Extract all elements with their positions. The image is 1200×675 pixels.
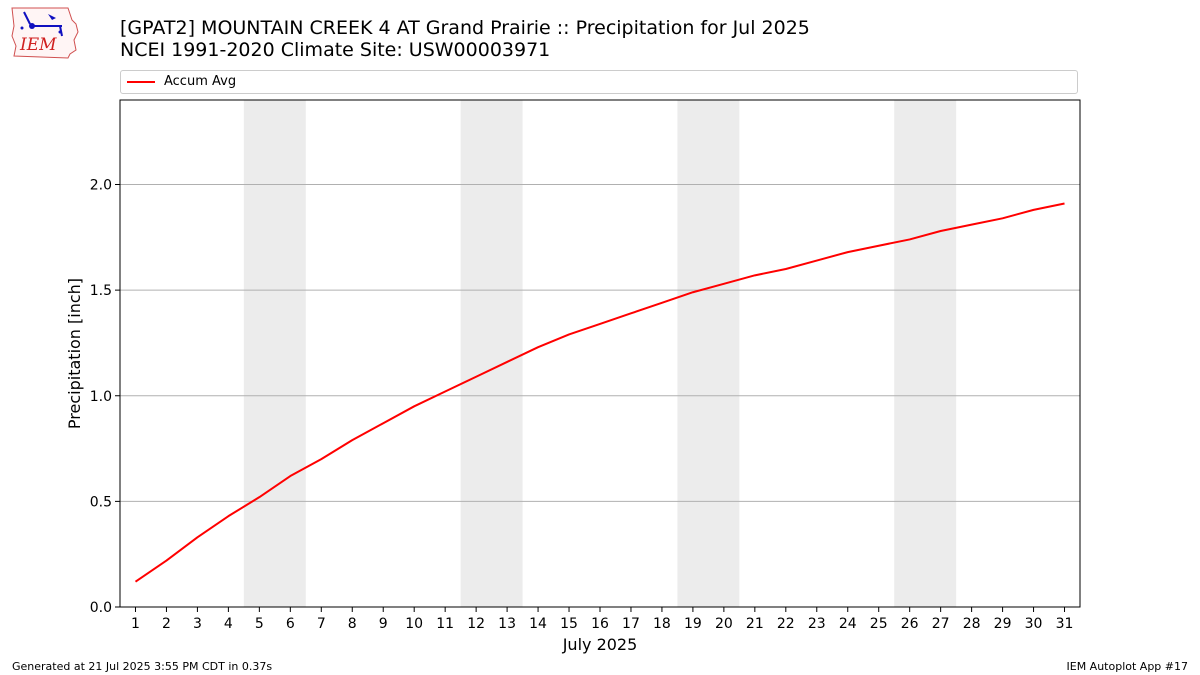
footer-app: IEM Autoplot App #17 [1066,660,1189,673]
y-tick-label: 2.0 [90,178,112,194]
x-tick-label: 25 [870,616,888,632]
iem-logo: IEM [11,7,79,59]
x-tick-label: 27 [932,616,950,632]
legend-swatch [127,81,155,83]
x-tick-label: 28 [963,616,981,632]
y-axis-label: Precipitation [inch] [65,278,84,429]
x-tick-label: 24 [839,616,857,632]
x-tick-label: 29 [994,616,1012,632]
x-tick-label: 7 [317,616,326,632]
y-tick-label: 0.0 [90,600,112,616]
weekend-band [460,100,523,607]
legend: Accum Avg [120,70,1078,94]
x-tick-label: 22 [777,616,795,632]
x-tick-label: 21 [746,616,764,632]
y-tick-label: 1.0 [90,389,112,405]
x-tick-label: 31 [1056,616,1074,632]
x-tick-label: 14 [529,616,547,632]
logo-text: IEM [19,35,57,55]
x-axis-label: July 2025 [562,635,638,654]
x-tick-label: 8 [348,616,357,632]
x-tick-label: 12 [467,616,485,632]
x-tick-label: 10 [405,616,423,632]
x-tick-label: 15 [560,616,578,632]
y-tick-label: 1.5 [90,283,112,299]
weekend-band [243,100,306,607]
y-tick-label: 0.5 [90,494,112,510]
x-tick-label: 5 [255,616,264,632]
x-tick-label: 26 [901,616,919,632]
x-tick-label: 16 [591,616,609,632]
x-tick-label: 11 [436,616,454,632]
chart-title: [GPAT2] MOUNTAIN CREEK 4 AT Grand Prairi… [120,17,810,39]
x-tick-label: 6 [286,616,295,632]
x-tick-label: 1 [131,616,140,632]
weekend-band [677,100,740,607]
x-tick-label: 3 [193,616,202,632]
x-tick-label: 2 [162,616,171,632]
x-tick-label: 23 [808,616,826,632]
x-tick-label: 30 [1025,616,1043,632]
x-tick-label: 17 [622,616,640,632]
x-tick-label: 18 [653,616,671,632]
weekend-band [894,100,957,607]
x-tick-label: 19 [684,616,702,632]
x-tick-label: 9 [379,616,388,632]
x-tick-label: 20 [715,616,733,632]
chart-subtitle: NCEI 1991-2020 Climate Site: USW00003971 [120,39,551,61]
legend-label: Accum Avg [164,74,237,89]
plot-frame [119,99,1081,608]
x-tick-label: 4 [224,616,233,632]
x-tick-label: 13 [498,616,516,632]
footer-generated: Generated at 21 Jul 2025 3:55 PM CDT in … [12,660,273,673]
